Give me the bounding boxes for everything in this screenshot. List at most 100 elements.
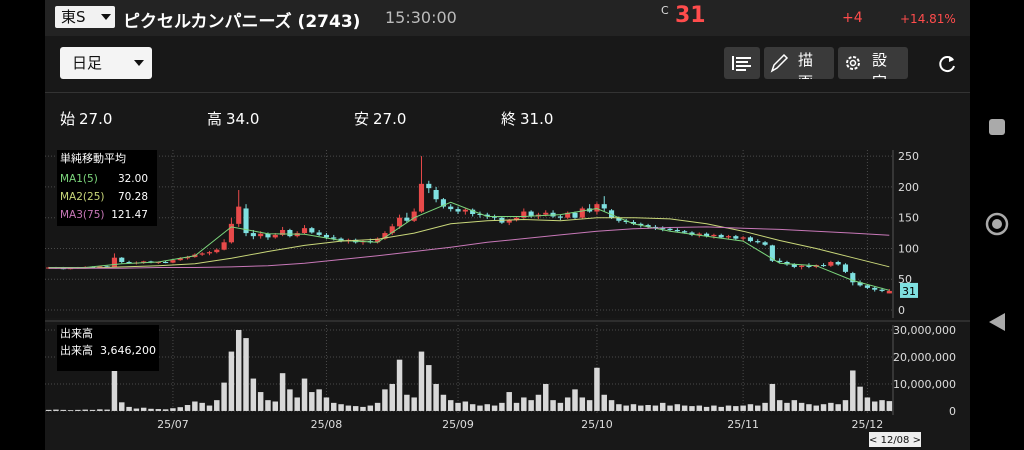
legend-box (57, 325, 159, 371)
y-tick-label: 100 (898, 242, 919, 255)
volume-bar (674, 404, 681, 411)
volume-bar (879, 400, 885, 411)
x-tick-label: 25/12 (852, 418, 884, 431)
candle-body (543, 212, 549, 215)
candle-body (638, 223, 644, 226)
volume-bar (791, 400, 798, 411)
candle-body (594, 204, 600, 212)
volume-bar (784, 402, 790, 411)
x-tick-label: 25/08 (311, 418, 343, 431)
candle-body (872, 287, 878, 290)
legend-value: 121.47 (111, 209, 148, 221)
header: 東S ピクセルカンパニーズ (2743) 15:30:00 C 31 +4 +1… (45, 0, 970, 36)
market-select[interactable]: 東S (55, 6, 115, 28)
volume-bar (755, 405, 761, 411)
volume-bar (396, 359, 403, 411)
candle-body (433, 190, 439, 200)
cursor-label: < 12/08 > (869, 435, 921, 446)
recent-button[interactable] (989, 119, 1005, 135)
legend-title: 単純移動平均 (60, 151, 126, 165)
volume-bar (104, 409, 110, 411)
volume-bar (111, 365, 118, 411)
candle-body (236, 206, 242, 224)
volume-bar (616, 404, 622, 411)
candle-body (645, 225, 651, 227)
candle-body (462, 209, 468, 212)
home-button[interactable] (985, 212, 1009, 236)
price: 31 (675, 3, 706, 28)
candle-body (177, 258, 183, 261)
period: 日足 (72, 54, 103, 72)
ohlc-value: 31.0 (520, 110, 554, 128)
volume-bar (119, 402, 125, 411)
candle-body (163, 262, 169, 263)
candle-body (448, 206, 454, 210)
volume-bar (126, 406, 132, 411)
back-button[interactable] (989, 313, 1005, 331)
volume-bar (97, 409, 103, 411)
candle-body (375, 238, 381, 243)
candle-body (740, 237, 746, 239)
volume-bar (67, 410, 74, 411)
volume-bar (608, 400, 615, 411)
volume-bar (75, 409, 81, 411)
ohlc-item: 安 27.0 (354, 108, 406, 129)
volume-bar (828, 402, 834, 411)
ohlc-label: 高 (207, 110, 223, 128)
draw-label: 描画 (798, 51, 820, 79)
volume-bar (835, 404, 841, 411)
candle-body (791, 264, 797, 267)
volume-bar (162, 409, 169, 411)
volume-bar (272, 401, 279, 411)
volume-bar (294, 397, 300, 411)
candle-body (733, 236, 739, 239)
draw-button[interactable]: 描画 (764, 47, 834, 79)
y-tick-label: 150 (898, 212, 919, 225)
y-tick-label: 0 (898, 304, 905, 317)
ohlc-label: 終 (501, 110, 517, 128)
legend-value: 3,646,200 (100, 344, 156, 357)
candle-body (608, 210, 615, 218)
candle-body (521, 211, 527, 218)
candle-body (258, 233, 264, 237)
dropdown-icon (101, 14, 111, 20)
candle-body (477, 214, 483, 215)
candle-body (755, 241, 761, 243)
candle-body (725, 236, 732, 238)
settings-button[interactable]: 設定 (838, 47, 908, 79)
price-tag-label: 31 (902, 285, 916, 298)
layout-button[interactable] (724, 47, 760, 79)
candle-body (579, 208, 585, 218)
y-tick-label: 0 (949, 405, 956, 418)
change-pct: +14.81% (900, 12, 956, 26)
volume-bar (170, 408, 176, 411)
volume-bar (491, 405, 498, 411)
volume-bar (579, 397, 586, 411)
volume-bar (594, 367, 600, 411)
volume-bar (557, 402, 564, 411)
legend-name: 出来高 (60, 343, 93, 357)
legend-value: 70.28 (118, 191, 148, 203)
candle-body (46, 267, 52, 269)
volume-bar (250, 378, 257, 411)
volume-bar (316, 389, 322, 411)
volume-bar (586, 400, 593, 411)
volume-bar (82, 409, 88, 411)
period-select[interactable]: 日足 (60, 47, 152, 79)
candle-body (309, 228, 315, 233)
candle-body (864, 285, 870, 288)
home-dot (992, 219, 1002, 229)
candle-body (389, 226, 395, 234)
market: 東S (61, 8, 86, 26)
x-tick-label: 25/10 (581, 418, 613, 431)
refresh-icon[interactable] (935, 52, 959, 76)
volume-bar (469, 404, 476, 411)
volume-bar (360, 406, 366, 411)
candle-body (426, 183, 432, 189)
volume-bar (367, 405, 374, 411)
plot-area (45, 325, 893, 415)
volume-bar (228, 351, 235, 411)
volume-bar (842, 400, 849, 411)
